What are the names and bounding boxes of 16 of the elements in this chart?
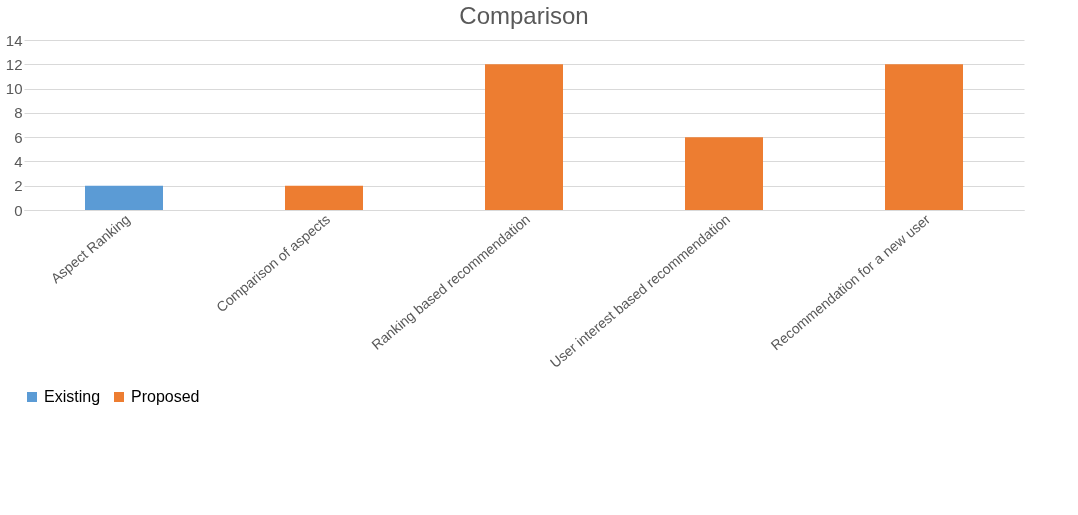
bar (485, 64, 563, 210)
bar (685, 137, 763, 210)
bar (85, 185, 163, 210)
y-tick-label: 2 (14, 177, 23, 195)
y-tick-label: 6 (14, 128, 23, 146)
legend-label: Existing (44, 388, 101, 405)
y-tick-label: 4 (14, 152, 23, 170)
y-tick-label: 8 (14, 104, 23, 122)
y-tick-label: 12 (5, 55, 23, 73)
bar (285, 185, 363, 210)
y-tick-label: 10 (5, 80, 23, 98)
bar (885, 64, 963, 210)
legend-label: Proposed (131, 388, 200, 405)
y-tick-label: 14 (5, 31, 23, 49)
y-tick-label: 0 (14, 201, 23, 219)
chart-title: Comparison (459, 2, 589, 29)
